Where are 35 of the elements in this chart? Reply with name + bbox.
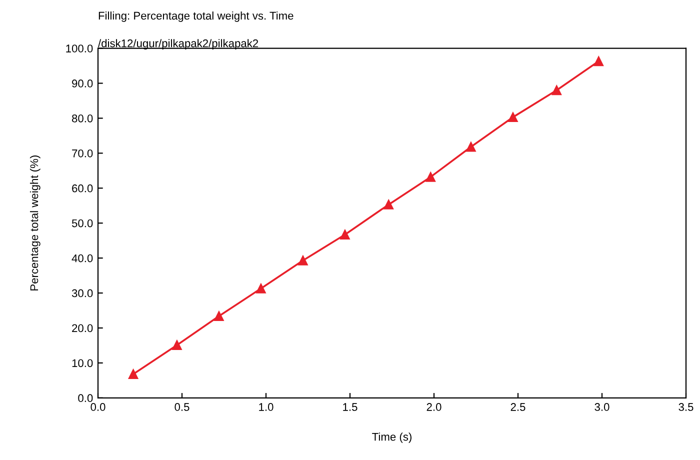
y-tick-label: 80.0 [72, 114, 93, 122]
y-tick-label: 60.0 [72, 184, 93, 192]
point [340, 230, 350, 240]
x-tick-label: 0.5 [174, 403, 190, 411]
y-tick-label: 40.0 [72, 254, 93, 262]
x-tick-label: 2.0 [426, 403, 442, 411]
y-tick-label: 30.0 [72, 289, 93, 298]
y-tick-label: 10.0 [72, 359, 93, 368]
point [298, 256, 308, 266]
y-tick-label: 90.0 [72, 80, 93, 88]
point [594, 56, 604, 66]
point [384, 200, 394, 210]
x-tick-label: 1.5 [343, 403, 358, 411]
chart-title: Filling: Percentage total weight vs. Time [98, 12, 294, 22]
x-tick-label: 1.0 [259, 403, 274, 411]
y-tick-label: 20.0 [72, 324, 93, 332]
point [466, 142, 476, 152]
x-tick-label: 3.5 [678, 403, 694, 411]
y-tick-label: 0.0 [78, 394, 93, 402]
y-tick-label: 70.0 [72, 149, 93, 158]
y-tick-label: 50.0 [72, 219, 93, 228]
point [256, 284, 266, 294]
point [552, 85, 562, 96]
point [172, 340, 182, 350]
y-axis-title: Percentage total weight (%) [30, 156, 40, 290]
point [426, 172, 436, 182]
point [128, 369, 138, 379]
point [214, 311, 224, 321]
point [508, 112, 518, 122]
y-tick-label: 100.0 [66, 44, 93, 52]
x-tick-label: 3.0 [594, 403, 610, 411]
chart-subtitle: /disk12/ugur/pilkapak2/pilkapak2 [98, 39, 258, 50]
x-tick-label: 0.0 [90, 403, 106, 411]
x-axis-title: Time (s) [372, 432, 412, 443]
x-tick-label: 2.5 [510, 403, 526, 411]
